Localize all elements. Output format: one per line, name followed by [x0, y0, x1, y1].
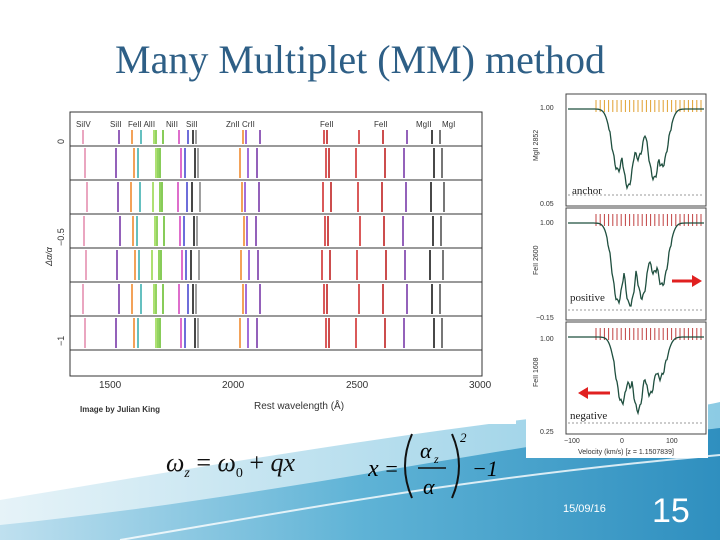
- page-title: Many Multiplet (MM) method: [115, 37, 605, 82]
- spectrum-line: [568, 222, 704, 307]
- y-tick: −0.5: [56, 228, 66, 246]
- ion-labels: SiIV SiII FeII AlII NiII SiII ZnII CrII …: [76, 120, 455, 129]
- panel-frame: [565, 321, 707, 435]
- panel-frame: [565, 93, 707, 207]
- slide-number: 15: [652, 492, 690, 530]
- ion-label: FeII: [374, 120, 388, 129]
- ion-label: SiII: [110, 120, 122, 129]
- ion-label: NiII: [166, 120, 178, 129]
- y-axis-label: Δα/α: [44, 246, 54, 267]
- component-ticks: [595, 100, 702, 340]
- slide-date: 15/09/16: [563, 503, 606, 515]
- svg-text:z: z: [433, 452, 439, 466]
- ion-label: SiII: [186, 120, 198, 129]
- panel-ion: MgII 2852: [533, 130, 540, 161]
- spectrum-line: [568, 108, 704, 191]
- panel-bottom-tick: 0.25: [540, 429, 554, 436]
- spectra: [568, 108, 704, 424]
- equation-2: x = α z α 2 −1: [367, 428, 508, 504]
- velocity-figure: 1.00 0.05 1.00 −0.15 1.00 0.25 MgII 2852…: [526, 91, 708, 458]
- positive-arrow: [672, 275, 702, 287]
- panel-label: anchor: [572, 185, 602, 197]
- svg-text:α: α: [423, 474, 435, 499]
- panel-top-tick: 1.00: [540, 105, 554, 112]
- y-tick: 0: [56, 139, 66, 144]
- x-tick: 0: [620, 438, 624, 445]
- image-credit: Image by Julian King: [80, 405, 160, 414]
- svg-text:2: 2: [460, 430, 467, 445]
- svg-text:α: α: [420, 438, 432, 463]
- plot-frame: [69, 111, 483, 377]
- panel-top-tick: 1.00: [540, 336, 554, 343]
- panel-label: negative: [570, 410, 607, 422]
- ion-label: ZnII CrII: [226, 120, 255, 129]
- equation-1: ωz = ω0 + qx: [166, 448, 296, 482]
- x-tick: 2000: [222, 380, 245, 391]
- ion-label: MgII: [416, 120, 432, 129]
- ion-label: FeII: [320, 120, 334, 129]
- panel-bottom-tick: −0.15: [536, 315, 554, 322]
- panel-ion: FeII 1608: [533, 357, 540, 387]
- wavelength-figure: SiIV SiII FeII AlII NiII SiII ZnII CrII …: [36, 96, 516, 424]
- negative-arrow: [578, 387, 610, 399]
- velocity-plot: 1.00 0.05 1.00 −0.15 1.00 0.25 MgII 2852…: [533, 93, 707, 456]
- ion-label: SiIV: [76, 120, 91, 129]
- x-tick: 100: [666, 438, 678, 445]
- x-tick: 3000: [469, 380, 492, 391]
- panel-label: positive: [570, 292, 605, 304]
- x-tick: −100: [564, 438, 580, 445]
- y-tick: −1: [56, 336, 66, 346]
- x-tick: 2500: [346, 380, 369, 391]
- panel-frame: [565, 207, 707, 321]
- ion-label: MgI: [442, 120, 455, 129]
- panel-top-tick: 1.00: [540, 220, 554, 227]
- transition-lines: [82, 130, 445, 348]
- spectrum-line: [568, 336, 704, 416]
- ion-label: FeII AlII: [128, 120, 155, 129]
- svg-text:−1: −1: [472, 456, 498, 481]
- panel-ion: FeII 2600: [533, 245, 540, 275]
- panel-bottom-tick: 0.05: [540, 201, 554, 208]
- svg-text:x: x: [368, 456, 379, 482]
- x-tick: 1500: [99, 380, 122, 391]
- svg-text:=: =: [384, 456, 399, 481]
- wavelength-plot: SiIV SiII FeII AlII NiII SiII ZnII CrII …: [44, 111, 492, 414]
- x-axis-label: Rest wavelength (Å): [254, 399, 344, 412]
- x-axis-label: Velocity (km/s) [z = 1.1507839]: [578, 449, 674, 456]
